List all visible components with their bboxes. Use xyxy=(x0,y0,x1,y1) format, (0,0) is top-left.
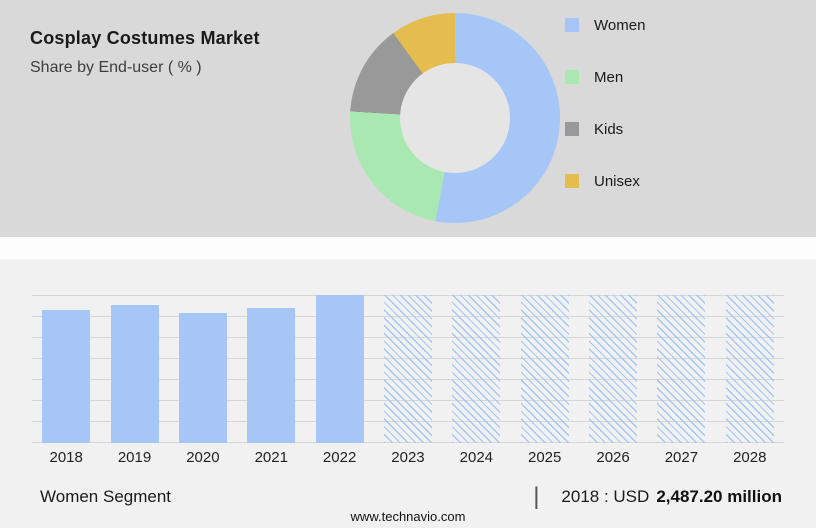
legend-item-women: Women xyxy=(565,16,645,34)
legend-swatch-unisex xyxy=(565,174,579,188)
bar-slot-2021 xyxy=(237,295,305,443)
chart-subtitle: Share by End-user ( % ) xyxy=(30,59,202,76)
bar-slot-2023 xyxy=(374,295,442,443)
bar-2019 xyxy=(110,305,159,443)
bar-slot-2022 xyxy=(305,295,373,443)
legend-swatch-men xyxy=(565,70,579,84)
forecast-bar-2023 xyxy=(383,295,432,443)
bar-2022 xyxy=(315,295,364,443)
bar-chart-panel: 2018 2019 2020 2021 2022 2023 2024 2025 2026 2027… xyxy=(0,259,816,528)
forecast-bar-2028 xyxy=(725,295,774,443)
x-label-2022: 2022 xyxy=(322,449,357,466)
forecast-bar-2027 xyxy=(657,295,706,443)
legend-swatch-women xyxy=(565,18,579,32)
bar-slot-2026 xyxy=(579,295,647,443)
legend-item-kids: Kids xyxy=(565,120,645,138)
page-title: Cosplay Costumes Market xyxy=(30,28,260,48)
divider-strip xyxy=(0,237,816,259)
legend-swatch-kids xyxy=(565,122,579,136)
legend-label-unisex: Unisex xyxy=(594,172,640,190)
bar-chart-area xyxy=(32,295,784,443)
footer-url: www.technavio.com xyxy=(350,509,466,524)
bar-slot-2027 xyxy=(647,295,715,443)
x-label-2020: 2020 xyxy=(186,449,220,466)
bar-slot-2028 xyxy=(716,295,784,443)
x-label-2026: 2026 xyxy=(596,449,630,466)
bar-slot-2024 xyxy=(442,295,510,443)
separator-pipe: | xyxy=(533,483,540,510)
bars-container xyxy=(32,295,784,443)
x-label-2025: 2025 xyxy=(528,449,562,466)
legend-item-unisex: Unisex xyxy=(565,172,645,190)
x-label-2024: 2024 xyxy=(459,449,494,466)
title-block: Cosplay Costumes Market Share by End-use… xyxy=(30,28,260,77)
bar-2020 xyxy=(178,312,227,443)
bar-slot-2025 xyxy=(511,295,579,443)
legend-label-men: Men xyxy=(594,68,624,86)
donut-hole xyxy=(400,63,510,173)
x-label-2023: 2023 xyxy=(391,449,425,466)
bar-slot-2020 xyxy=(169,295,237,443)
donut-legend: Women Men Kids Unisex xyxy=(565,16,645,224)
forecast-bar-2025 xyxy=(520,295,569,443)
top-panel: Cosplay Costumes Market Share by End-use… xyxy=(0,0,816,237)
anchor-value: 2,487.20 million xyxy=(656,487,782,506)
anchor-year-label: 2018 : USD xyxy=(561,487,650,506)
x-label-2018: 2018 xyxy=(49,449,83,466)
info-bar: Women Segment | 2018 : USD 2,487.20 mill… xyxy=(40,483,782,511)
bar-slot-2018 xyxy=(32,295,100,443)
forecast-bar-2026 xyxy=(589,295,638,443)
bar-slot-2019 xyxy=(100,295,168,443)
segment-label: Women Segment xyxy=(40,487,172,506)
legend-label-kids: Kids xyxy=(594,120,624,138)
legend-item-men: Men xyxy=(565,68,645,86)
bar-2021 xyxy=(247,308,296,443)
donut-chart-wrap xyxy=(350,13,560,223)
info-right: | 2018 : USD 2,487.20 million xyxy=(533,483,782,511)
legend-label-women: Women xyxy=(594,16,646,34)
forecast-bar-2024 xyxy=(452,295,501,443)
x-label-2019: 2019 xyxy=(117,449,152,466)
bar-2018 xyxy=(42,309,91,443)
x-label-2021: 2021 xyxy=(254,449,288,466)
x-label-2027: 2027 xyxy=(664,449,699,466)
x-label-2028: 2028 xyxy=(733,449,767,466)
x-axis-labels: 2018 2019 2020 2021 2022 2023 2024 2025 2026 2027… xyxy=(32,449,784,466)
